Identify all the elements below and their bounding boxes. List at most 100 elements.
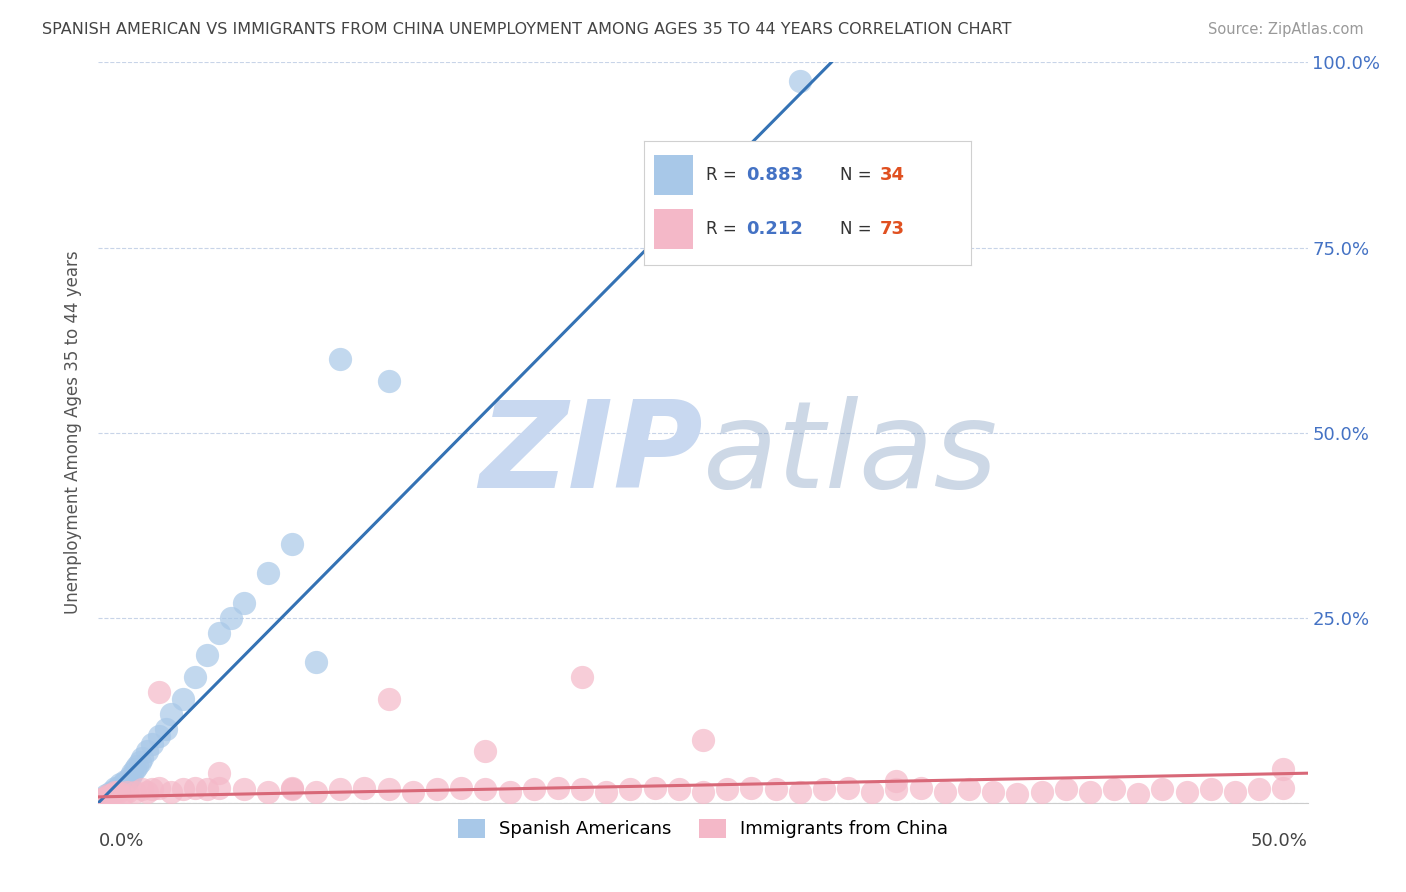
Text: atlas: atlas [703, 396, 998, 513]
Point [91, 792, 114, 806]
Legend: Spanish Americans, Immigrants from China: Spanish Americans, Immigrants from China [450, 812, 956, 846]
Point [644, 780, 666, 795]
Point [148, 780, 170, 795]
Point [450, 780, 472, 795]
Point [813, 782, 835, 797]
Point [111, 787, 134, 801]
Point [90, 792, 112, 806]
Text: 0.212: 0.212 [745, 220, 803, 238]
Point [208, 625, 231, 640]
Point [131, 782, 153, 797]
Text: R =: R = [706, 166, 742, 184]
Text: R =: R = [706, 220, 742, 238]
Point [692, 732, 714, 747]
Point [97, 789, 120, 803]
Point [1272, 763, 1295, 777]
Point [160, 706, 183, 721]
Point [1007, 787, 1029, 801]
Point [121, 766, 143, 780]
Point [329, 351, 352, 366]
Point [305, 785, 328, 799]
Point [474, 744, 496, 758]
Point [1128, 787, 1150, 801]
Text: 34: 34 [880, 166, 904, 184]
Point [498, 785, 520, 799]
Point [114, 773, 136, 788]
Point [1223, 785, 1246, 799]
Text: 0.883: 0.883 [745, 166, 803, 184]
Point [402, 785, 425, 799]
Point [716, 782, 738, 797]
Point [160, 785, 183, 799]
Point [184, 780, 207, 795]
Point [135, 785, 157, 799]
Point [107, 785, 129, 799]
Point [765, 782, 787, 797]
Text: Source: ZipAtlas.com: Source: ZipAtlas.com [1208, 22, 1364, 37]
Point [195, 648, 218, 662]
Text: ZIP: ZIP [479, 396, 703, 513]
Point [934, 785, 956, 799]
Point [148, 685, 170, 699]
Point [619, 782, 641, 797]
Point [474, 782, 496, 797]
Point [232, 782, 254, 797]
Point [100, 785, 122, 799]
Point [886, 773, 908, 788]
Point [118, 770, 141, 784]
Text: N =: N = [841, 166, 877, 184]
Point [184, 670, 207, 684]
Point [104, 785, 127, 799]
Point [100, 789, 122, 803]
Point [94, 789, 117, 804]
Text: N =: N = [841, 220, 877, 238]
Text: 73: 73 [880, 220, 904, 238]
Point [789, 74, 811, 88]
Point [107, 780, 129, 795]
Point [128, 755, 150, 769]
Point [957, 782, 980, 797]
Point [101, 787, 124, 801]
Point [1078, 785, 1101, 799]
Point [329, 782, 352, 797]
Point [377, 374, 399, 388]
Point [91, 792, 114, 806]
Point [1175, 785, 1198, 799]
Point [195, 782, 218, 797]
Y-axis label: Unemployment Among Ages 35 to 44 years: Unemployment Among Ages 35 to 44 years [65, 251, 83, 615]
Point [571, 782, 593, 797]
Point [789, 785, 811, 799]
Point [595, 785, 617, 799]
Point [221, 610, 243, 624]
Point [860, 785, 883, 799]
Text: SPANISH AMERICAN VS IMMIGRANTS FROM CHINA UNEMPLOYMENT AMONG AGES 35 TO 44 YEARS: SPANISH AMERICAN VS IMMIGRANTS FROM CHIN… [42, 22, 1012, 37]
Point [172, 782, 194, 797]
Point [124, 785, 146, 799]
Point [692, 785, 714, 799]
Point [256, 566, 278, 581]
Text: 50.0%: 50.0% [1251, 832, 1308, 850]
Point [94, 789, 117, 803]
Point [1199, 782, 1222, 797]
Point [571, 670, 593, 684]
Point [1054, 782, 1077, 797]
Bar [654, 155, 693, 194]
Point [131, 751, 153, 765]
Point [141, 737, 163, 751]
Point [135, 744, 157, 758]
Point [111, 777, 134, 791]
Point [117, 773, 139, 788]
Point [281, 782, 304, 797]
Point [155, 722, 177, 736]
Point [208, 766, 231, 780]
Point [281, 536, 304, 550]
Point [281, 780, 304, 795]
Point [208, 780, 231, 795]
Point [886, 782, 908, 797]
Point [1272, 780, 1295, 795]
Point [124, 763, 146, 777]
Point [1031, 785, 1053, 799]
Point [97, 789, 120, 803]
Point [127, 758, 149, 772]
Point [172, 692, 194, 706]
